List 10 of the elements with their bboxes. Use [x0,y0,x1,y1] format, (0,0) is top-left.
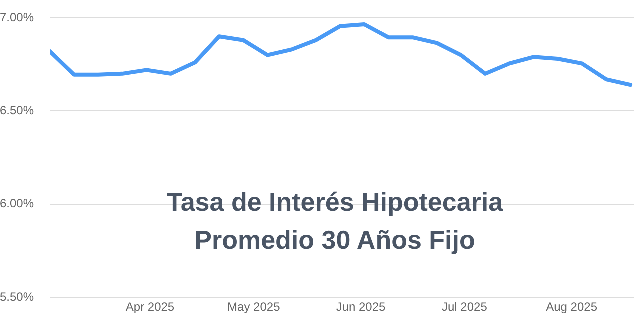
y-tick-label: 5.50% [0,290,34,304]
text: Tasa de Interés Hipotecaria Promedio 30 Años Fijo [166,186,504,257]
y-tick-label: 6.50% [0,104,34,118]
x-tick-label: Jun 2025 [336,300,386,314]
y-tick-label: 6.00% [0,196,34,211]
y-tick-label: 7.00% [0,10,34,24]
x-tick-label: Apr 2025 [126,300,175,314]
x-tick-label: Jul 2025 [442,300,488,314]
x-tick-label: Aug 2025 [546,300,598,314]
x-tick-label: May 2025 [228,300,281,314]
